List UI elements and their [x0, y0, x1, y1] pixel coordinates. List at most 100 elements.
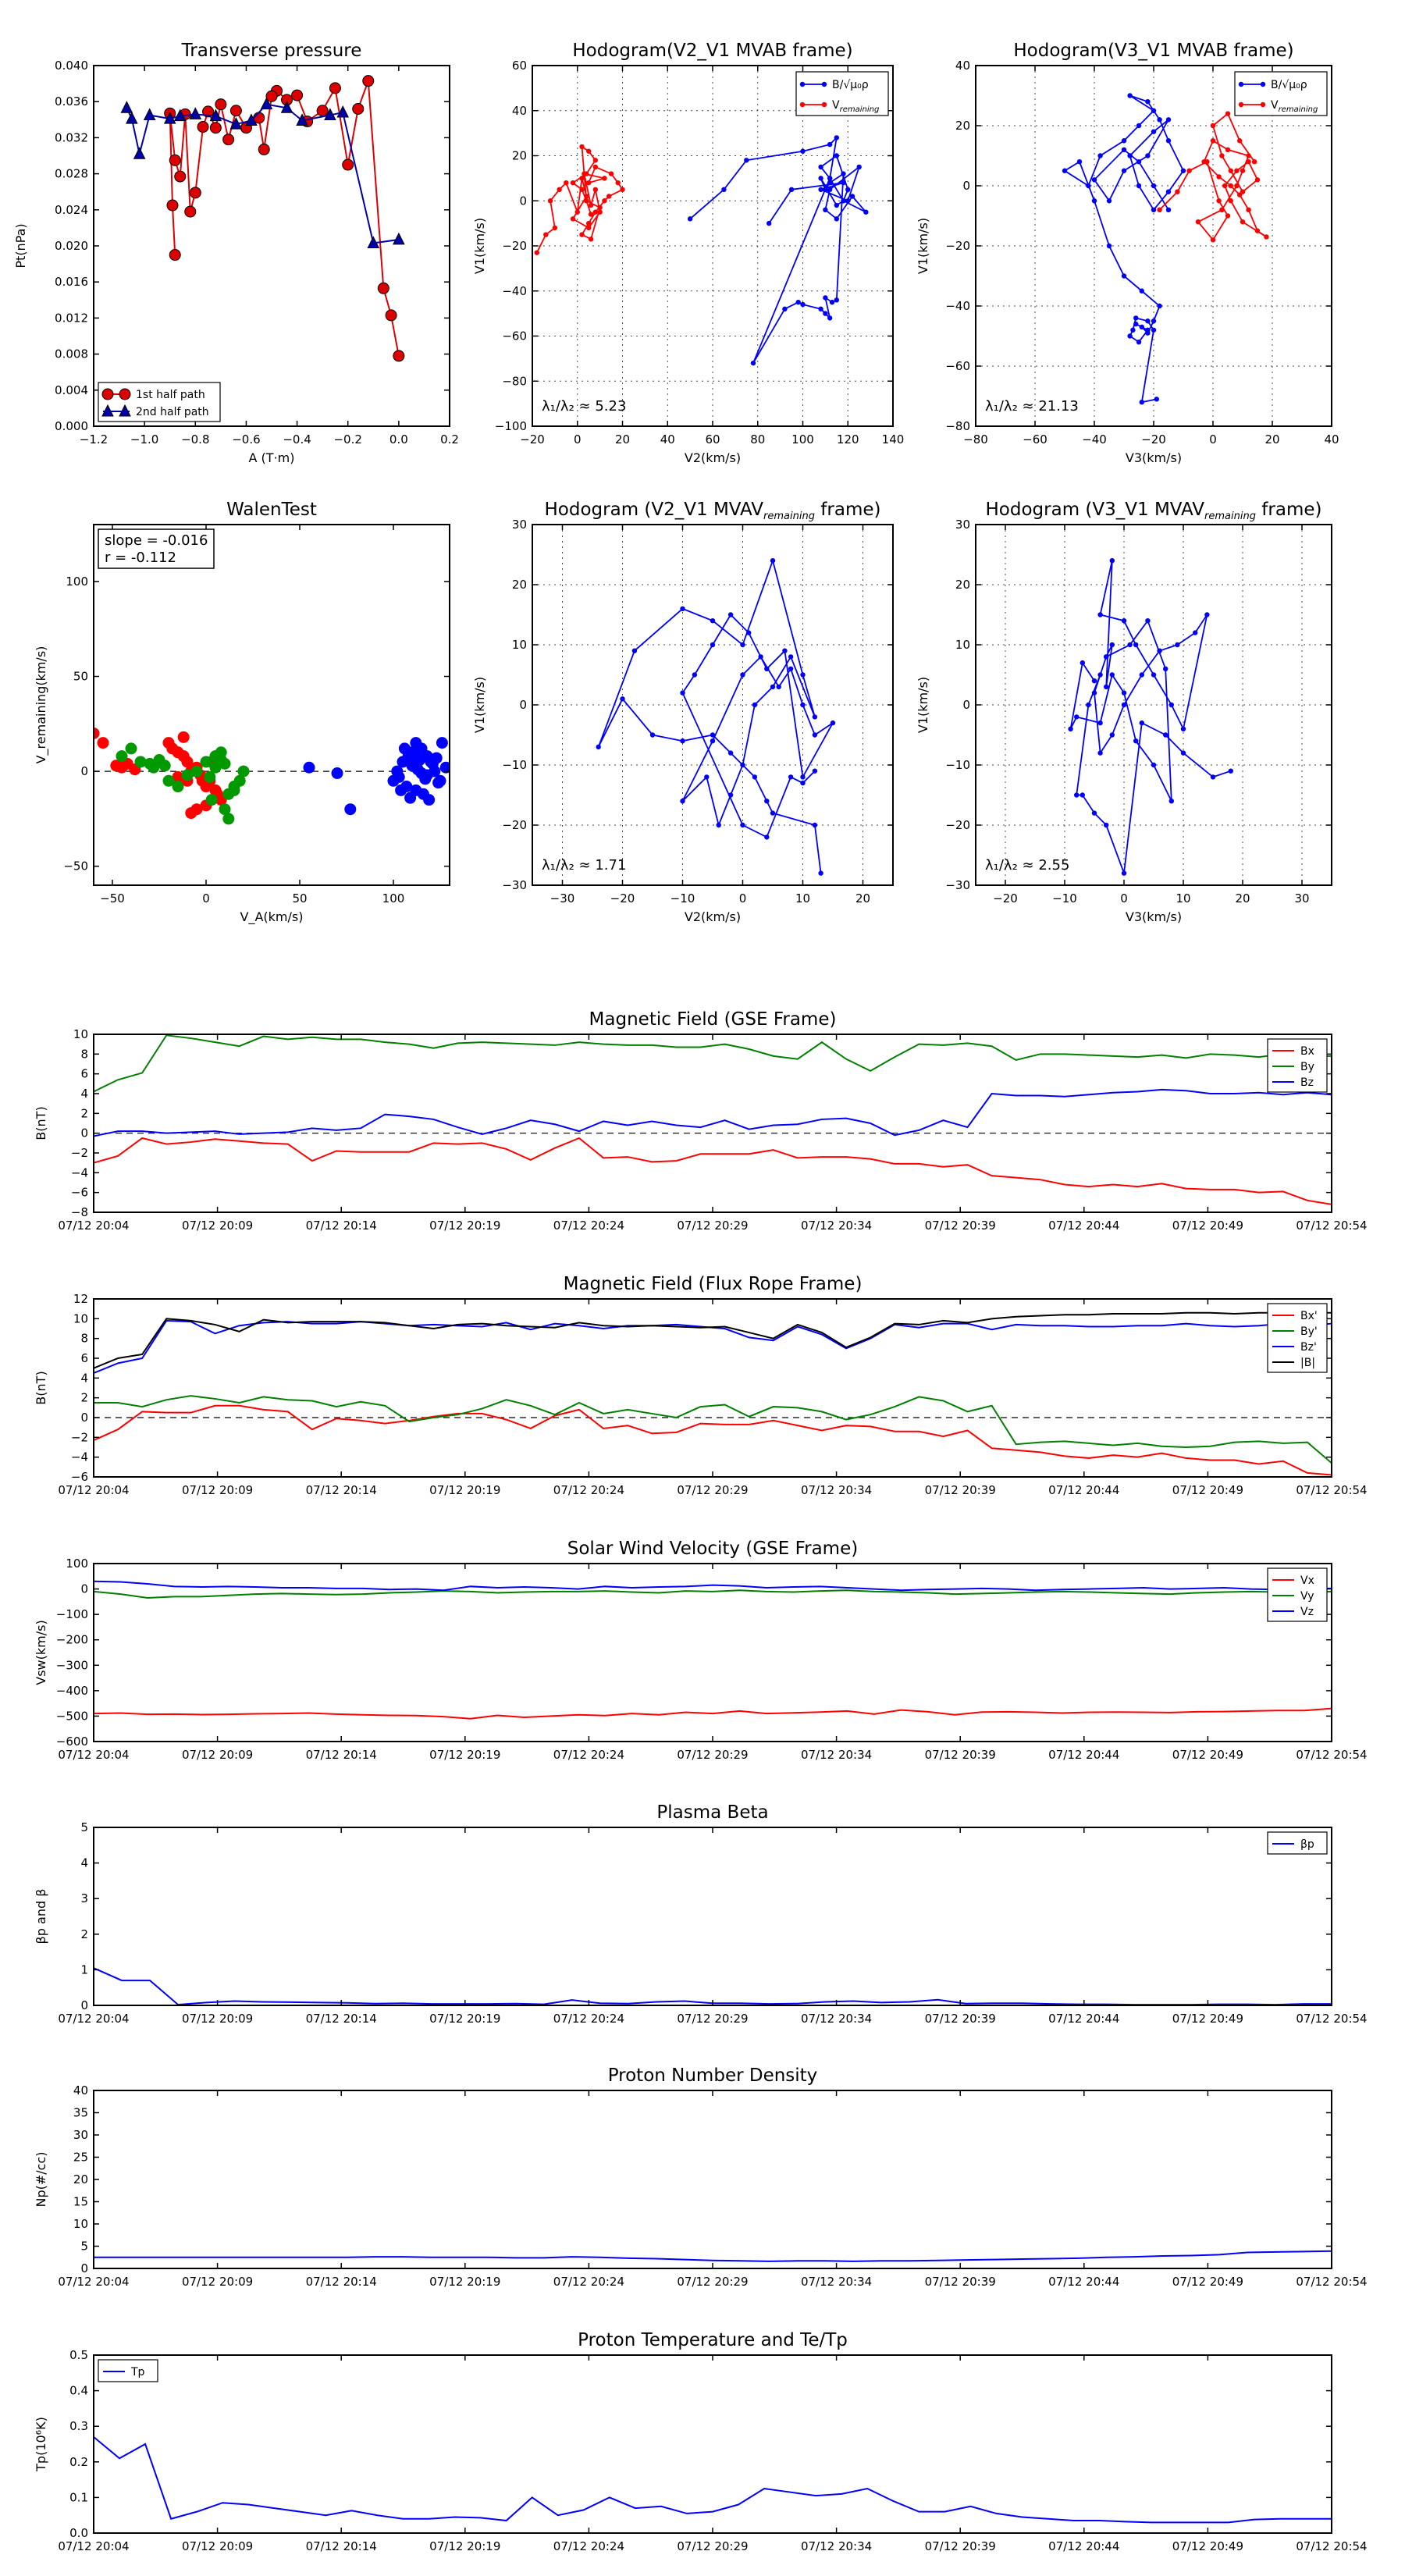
- x-tick-label: 07/12 20:54: [1296, 1483, 1367, 1497]
- data-point: [1139, 288, 1145, 294]
- x-tick-label: −80: [963, 432, 988, 447]
- data-point: [818, 176, 823, 181]
- data-point: [215, 98, 227, 111]
- data-point: [1228, 183, 1234, 189]
- data-point: [169, 249, 181, 262]
- x-tick-label: 07/12 20:24: [553, 1483, 624, 1497]
- legend-box: [1234, 71, 1328, 116]
- x-tick-label: 07/12 20:54: [1296, 2012, 1367, 2026]
- data-point: [439, 761, 450, 774]
- data-point: [190, 765, 203, 777]
- x-tick-label: 07/12 20:09: [182, 2275, 253, 2289]
- data-point: [1238, 101, 1244, 108]
- y-tick-label: 10: [73, 1027, 88, 1041]
- x-tick-label: 07/12 20:54: [1296, 2539, 1367, 2553]
- data-point: [1264, 234, 1269, 240]
- y-tick-label: 0.036: [55, 94, 88, 109]
- y-tick-label: −2: [71, 1430, 88, 1444]
- data-point: [1121, 138, 1127, 144]
- data-point: [827, 187, 833, 193]
- x-tick-label: 07/12 20:49: [1172, 2275, 1243, 2289]
- data-point: [788, 654, 794, 660]
- legend-label: 1st half path: [136, 389, 205, 401]
- legend-label: βp: [1300, 1838, 1314, 1851]
- x-tick-label: 07/12 20:24: [553, 1748, 624, 1762]
- y-tick-label: 0.0: [69, 2526, 88, 2540]
- y-tick-label: 20: [955, 119, 970, 133]
- data-point: [849, 194, 855, 199]
- y-tick-label: 8: [80, 1332, 88, 1346]
- data-point: [776, 684, 781, 690]
- stats-text: slope = -0.016: [105, 532, 208, 549]
- plot-area: [94, 727, 450, 825]
- y-tick-label: −40: [945, 299, 970, 313]
- data-point: [788, 666, 794, 671]
- data-point: [197, 121, 209, 133]
- x-tick-label: 07/12 20:24: [553, 2539, 624, 2553]
- y-tick-label: 0: [962, 698, 970, 712]
- data-point: [620, 187, 625, 193]
- data-point: [584, 194, 589, 199]
- axes-frame: [93, 1827, 1332, 2006]
- data-point: [752, 774, 758, 780]
- data-point: [799, 81, 806, 87]
- data-point: [740, 642, 745, 648]
- y-tick-label: 100: [66, 1557, 88, 1571]
- data-point: [119, 404, 131, 417]
- series-line: [94, 1589, 1332, 1599]
- data-point: [1091, 810, 1097, 816]
- y-tick-label: 0.2: [69, 2455, 88, 2469]
- stats-box: [98, 528, 215, 569]
- x-tick-label: 07/12 20:34: [801, 1748, 872, 1762]
- legend-box: [98, 382, 221, 422]
- x-tick-label: 0: [739, 891, 747, 906]
- x-tick-label: −0.4: [283, 432, 311, 447]
- x-tick-label: 30: [1294, 891, 1309, 906]
- series-line: [94, 1088, 1332, 1137]
- x-tick-label: 07/12 20:44: [1048, 2275, 1119, 2289]
- data-point: [680, 690, 685, 696]
- data-point: [1180, 750, 1186, 756]
- data-point: [1157, 303, 1162, 309]
- data-point: [800, 780, 806, 786]
- data-point: [564, 180, 569, 186]
- data-point: [1168, 798, 1175, 804]
- y-tick-label: 3: [80, 1891, 88, 1905]
- y-tick-label: −20: [502, 239, 527, 253]
- x-tick-label: 0.2: [440, 432, 459, 447]
- y-tick-label: 0: [80, 764, 88, 778]
- y-tick-label: 30: [955, 518, 970, 532]
- y-tick-label: 0.008: [55, 347, 88, 361]
- series-line: [689, 135, 867, 364]
- y-tick-label: 0.4: [69, 2384, 88, 2398]
- y-tick-label: 10: [955, 638, 970, 652]
- data-point: [800, 672, 806, 678]
- data-point: [608, 171, 614, 176]
- series-line: [94, 1707, 1332, 1720]
- data-point: [1145, 99, 1151, 105]
- y-axis-label: V1(km/s): [472, 677, 487, 733]
- y-axis-label: Vsw(km/s): [34, 1620, 48, 1685]
- data-point: [1154, 397, 1160, 402]
- y-tick-label: −600: [56, 1735, 88, 1749]
- data-point: [1121, 870, 1127, 876]
- y-tick-label: 0.040: [55, 59, 88, 73]
- x-tick-label: 07/12 20:14: [306, 1483, 377, 1497]
- data-point: [788, 774, 794, 780]
- data-point: [1091, 690, 1097, 696]
- x-tick-label: 20: [855, 891, 870, 906]
- series-line: [1158, 112, 1267, 241]
- y-tick-label: 50: [73, 670, 88, 684]
- data-point: [812, 768, 818, 774]
- chart-title: Proton Number Density: [608, 2065, 818, 2086]
- data-point: [770, 810, 776, 816]
- x-axis-label: V2(km/s): [685, 450, 741, 465]
- data-point: [1145, 618, 1151, 624]
- data-point: [134, 756, 147, 768]
- data-point: [710, 732, 716, 738]
- chart-title: Proton Temperature and Te/Tp: [578, 2330, 848, 2350]
- x-tick-label: 07/12 20:24: [553, 2275, 624, 2289]
- chart-title: Magnetic Field (Flux Rope Frame): [564, 1274, 863, 1294]
- data-point: [1240, 189, 1246, 194]
- x-tick-label: 40: [1324, 432, 1339, 447]
